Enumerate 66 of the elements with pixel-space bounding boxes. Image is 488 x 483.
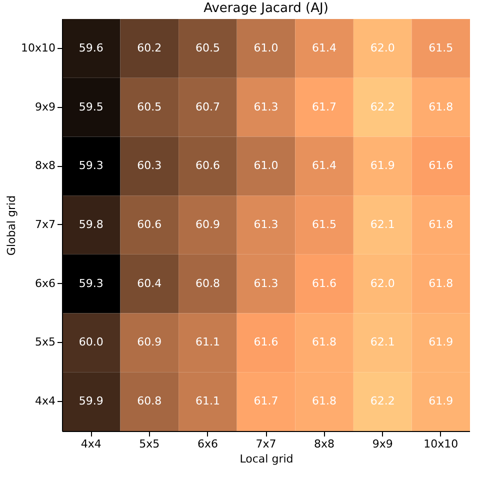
y-tick-label: 8x8 (34, 159, 56, 172)
data-label: 60.5 (137, 100, 162, 114)
data-label: 61.6 (428, 159, 454, 172)
x-tick-label: 10x10 (424, 438, 458, 450)
data-label: 61.0 (254, 159, 278, 172)
data-label: 61.9 (428, 336, 454, 349)
x-tick-label: 5x5 (139, 438, 160, 450)
y-tick-label: 5x5 (34, 336, 56, 349)
x-tick-label: 7x7 (256, 438, 276, 450)
data-label: 61.6 (254, 336, 278, 349)
data-label: 61.4 (312, 41, 337, 54)
y-axis-title: Global grid (4, 195, 18, 256)
y-tick-label: 4x4 (34, 394, 56, 408)
data-label: 61.3 (254, 276, 278, 290)
data-label: 60.6 (137, 218, 162, 231)
data-label: 61.8 (428, 100, 454, 114)
data-label: 60.7 (195, 100, 220, 114)
data-label: 62.2 (370, 394, 395, 408)
data-label: 61.0 (254, 41, 278, 54)
y-tick-label: 7x7 (34, 218, 56, 231)
x-axis-title: Local grid (240, 452, 294, 466)
data-label: 61.8 (312, 336, 337, 349)
x-tick-label: 6x6 (197, 438, 218, 450)
data-label: 61.3 (254, 100, 278, 114)
data-label: 62.1 (370, 336, 395, 349)
x-tick-label: 8x8 (314, 438, 335, 450)
data-label: 60.8 (137, 394, 162, 408)
data-label: 59.3 (78, 276, 104, 290)
data-label: 60.9 (195, 218, 220, 231)
data-label: 59.9 (78, 394, 104, 408)
data-label: 60.6 (195, 159, 220, 172)
data-label: 59.6 (78, 41, 104, 54)
data-label: 62.0 (370, 41, 395, 54)
data-label: 61.9 (428, 394, 454, 408)
data-label: 61.3 (254, 218, 278, 231)
data-label: 62.1 (370, 218, 395, 231)
x-tick-label: 4x4 (80, 438, 102, 450)
data-label: 61.1 (195, 336, 220, 349)
data-label: 61.4 (312, 159, 337, 172)
data-label: 61.8 (428, 218, 454, 231)
data-label: 62.0 (370, 276, 395, 290)
data-label: 61.1 (195, 394, 220, 408)
x-tick-label: 9x9 (372, 438, 393, 450)
y-tick-label: 6x6 (34, 276, 56, 290)
data-label: 59.8 (78, 218, 104, 231)
data-label: 60.4 (137, 276, 162, 290)
data-label: 60.9 (137, 336, 162, 349)
data-label: 61.8 (428, 276, 454, 290)
data-label: 59.3 (78, 159, 104, 172)
chart-title: Average Jacard (AJ) (204, 1, 328, 16)
data-label: 60.3 (137, 159, 162, 172)
data-label: 60.5 (195, 41, 220, 54)
data-label: 61.8 (312, 394, 337, 408)
data-label: 61.7 (312, 100, 337, 114)
data-label: 61.5 (312, 218, 337, 231)
data-label: 61.6 (312, 276, 337, 290)
data-label: 60.0 (78, 336, 104, 349)
data-label: 61.7 (254, 394, 278, 408)
data-label: 60.8 (195, 276, 220, 290)
data-label: 60.2 (137, 41, 162, 54)
y-tick-label: 10x10 (20, 41, 56, 54)
data-label: 59.5 (78, 100, 104, 114)
data-label: 62.2 (370, 100, 395, 114)
y-tick-label: 9x9 (34, 100, 56, 114)
data-label: 61.9 (370, 159, 395, 172)
data-label: 61.5 (428, 41, 454, 54)
